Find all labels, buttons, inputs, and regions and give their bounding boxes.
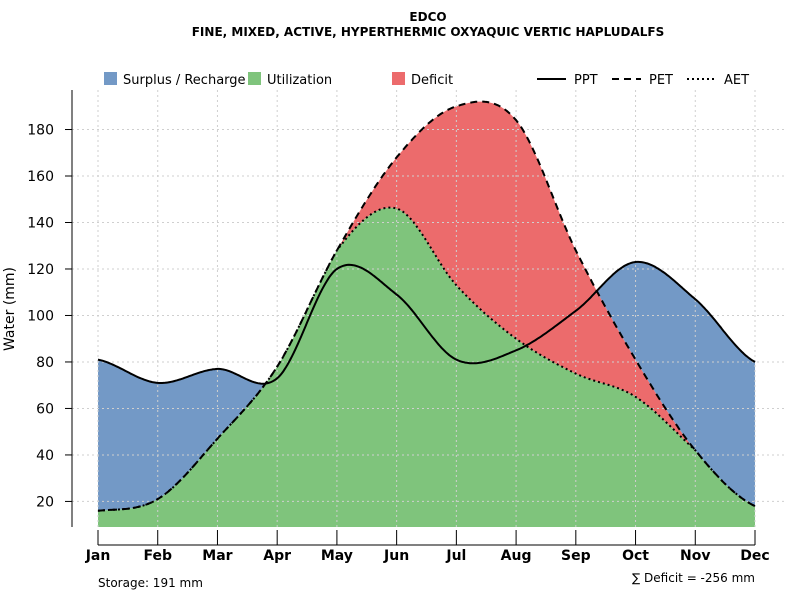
y-tick-label-60: 60 [36, 401, 54, 417]
legend-label-ppt: PPT [574, 73, 598, 88]
chart-title: EDCO [409, 10, 446, 24]
x-tick-label-jul: Jul [445, 548, 466, 564]
legend-label-utilization: Utilization [267, 73, 332, 88]
series-line-ppt [97, 260, 756, 385]
x-tick-label-jan: Jan [85, 548, 111, 564]
legend-swatch-surplus [104, 72, 117, 85]
y-tick-label-120: 120 [27, 262, 54, 278]
surplus-recharge-area [98, 101, 755, 511]
y-tick-label-20: 20 [36, 494, 54, 510]
legend-label-deficit: Deficit [411, 73, 453, 88]
legend-label-aet: AET [724, 73, 749, 88]
storage-note: Storage: 191 mm [98, 576, 203, 590]
x-tick-label-aug: Aug [501, 548, 532, 564]
x-tick-label-oct: Oct [622, 548, 649, 564]
x-axis-ticks: Jan Feb Mar Apr May Jun Jul Aug Sep Oct Nov Dec [85, 530, 770, 564]
x-tick-label-dec: Dec [740, 548, 769, 564]
x-tick-label-jun: Jun [383, 548, 409, 564]
legend-label-surplus: Surplus / Recharge [123, 73, 246, 88]
y-tick-label-40: 40 [36, 448, 54, 464]
series-lines [97, 100, 756, 512]
x-tick-label-feb: Feb [143, 548, 172, 564]
deficit-area [98, 101, 755, 511]
legend-swatch-deficit [392, 72, 405, 85]
utilization-area [98, 207, 755, 527]
series-line-pet [97, 100, 756, 512]
y-tick-label-80: 80 [36, 355, 54, 371]
legend-swatch-utilization [248, 72, 261, 85]
legend-label-pet: PET [649, 73, 673, 88]
y-tick-label-180: 180 [27, 123, 54, 139]
x-tick-label-apr: Apr [263, 548, 291, 564]
grid-lines [72, 90, 785, 527]
y-axis-ticks: 20 40 60 80 100 120 140 160 180 [27, 123, 72, 510]
x-tick-label-mar: Mar [202, 548, 232, 564]
y-axis-label: Water (mm) [2, 267, 18, 351]
x-tick-label-sep: Sep [561, 548, 591, 564]
deficit-note: ∑ Deficit = -256 mm [632, 571, 755, 585]
x-tick-label-may: May [321, 548, 353, 564]
legend: Surplus / Recharge Utilization Deficit P… [104, 72, 749, 88]
x-tick-label-nov: Nov [680, 548, 710, 564]
y-tick-label-100: 100 [27, 308, 54, 324]
chart-subtitle: FINE, MIXED, ACTIVE, HYPERTHERMIC OXYAQU… [192, 25, 665, 39]
y-tick-label-140: 140 [27, 215, 54, 231]
series-line-aet [97, 206, 756, 512]
fill-areas [98, 101, 755, 527]
y-tick-label-160: 160 [27, 169, 54, 185]
